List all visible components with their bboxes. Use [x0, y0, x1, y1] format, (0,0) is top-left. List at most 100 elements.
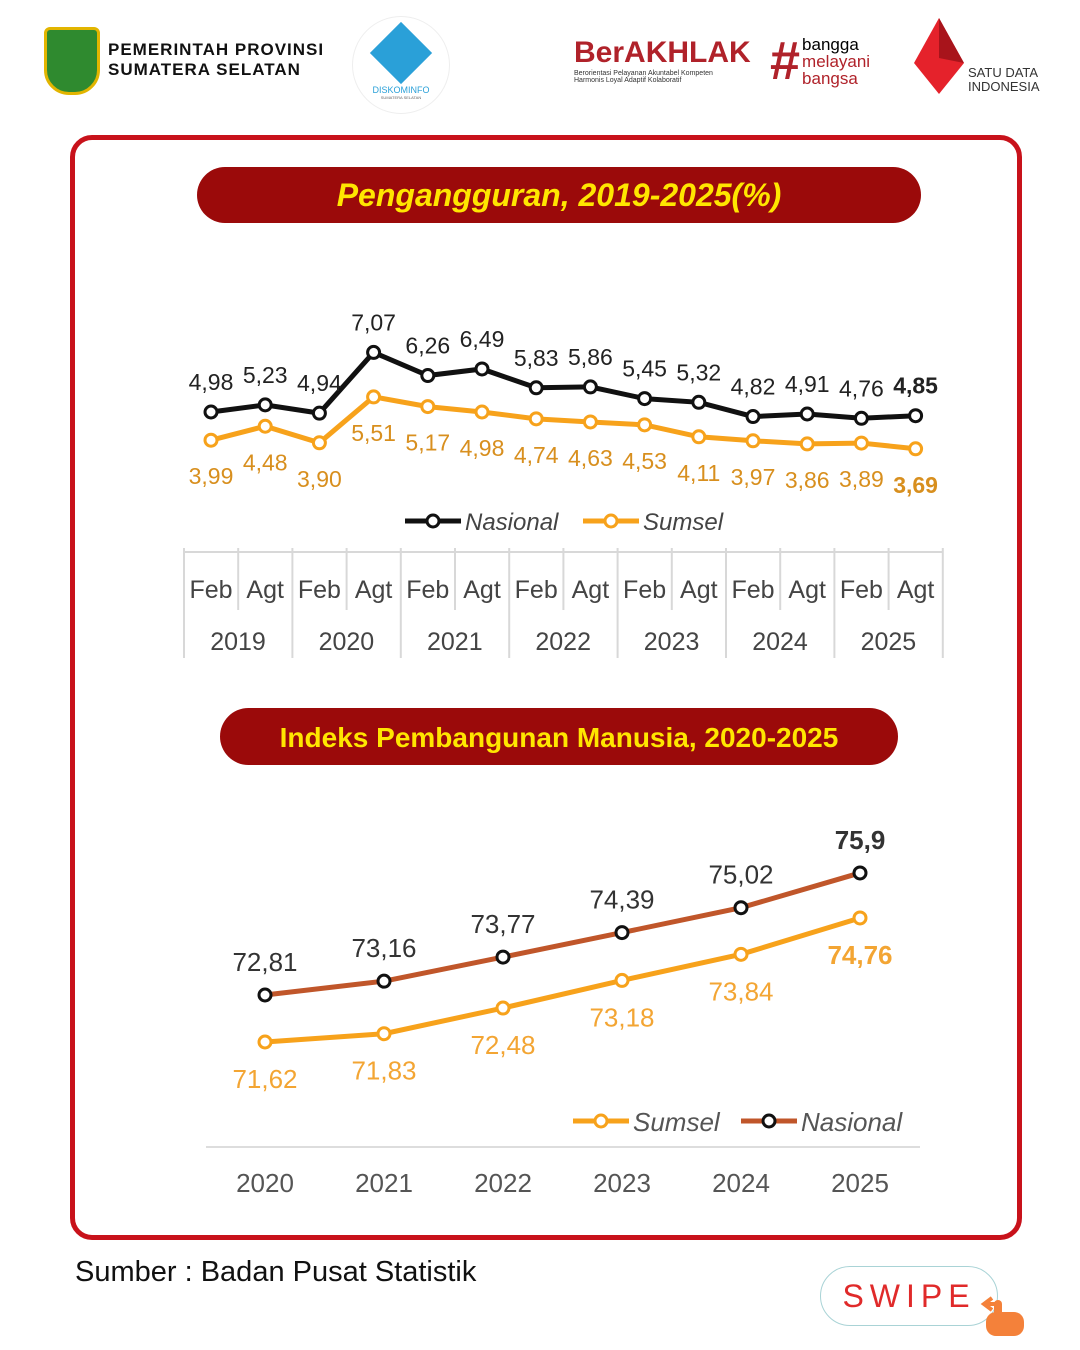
- data-label-sumsel: 4,63: [568, 445, 613, 471]
- x-year-label: 2024: [752, 628, 808, 656]
- x-tick-label: Feb: [840, 576, 883, 604]
- x-tick-label: 2020: [236, 1168, 294, 1198]
- data-label-sumsel: 71,62: [232, 1064, 297, 1094]
- hand-swipe-icon: [980, 1296, 1024, 1336]
- point-nasional: [908, 408, 924, 424]
- data-label-sumsel: 3,69: [893, 472, 938, 498]
- satu-data-icon: [914, 18, 964, 94]
- line-nasional: [264, 870, 861, 998]
- x-tick-label: Feb: [189, 576, 232, 604]
- data-label-nasional: 6,26: [405, 333, 450, 359]
- infographic-card: [70, 135, 1022, 1240]
- x-tick-label: 2023: [593, 1168, 651, 1198]
- data-label-sumsel: 4,11: [677, 460, 720, 486]
- point-nasional: [376, 973, 392, 989]
- data-label-sumsel: 5,17: [405, 430, 450, 456]
- melayani-word: melayani: [802, 52, 871, 71]
- data-label-sumsel: 4,74: [514, 442, 559, 468]
- data-label-sumsel: 3,86: [785, 467, 830, 493]
- data-label-nasional: 72,81: [232, 947, 297, 977]
- point-sumsel: [733, 946, 749, 962]
- x-tick-label: Agt: [572, 576, 610, 604]
- point-sumsel: [311, 435, 327, 451]
- line-sumsel: [264, 915, 861, 1045]
- x-tick-label: Feb: [406, 576, 449, 604]
- diskominfo-logo: DISKOMINFO SUMATERA SELATAN: [352, 16, 450, 114]
- point-sumsel: [203, 432, 219, 448]
- point-nasional: [474, 361, 490, 377]
- point-sumsel: [908, 441, 924, 457]
- data-label-sumsel: 3,90: [297, 466, 342, 492]
- point-sumsel: [257, 1034, 273, 1050]
- legend-marker: [593, 1113, 609, 1129]
- hdi-title: Indeks Pembangunan Manusia, 2020-2025: [220, 708, 898, 765]
- data-label-nasional: 5,32: [676, 359, 721, 385]
- bangga-logo: # bangga melayani bangsa: [770, 31, 871, 91]
- x-tick-label: Agt: [680, 576, 718, 604]
- legend-label: Nasional: [801, 1107, 903, 1137]
- data-label-sumsel: 73,84: [708, 976, 773, 1006]
- point-nasional: [799, 406, 815, 422]
- point-sumsel: [420, 399, 436, 415]
- hashtag-icon: #: [770, 31, 801, 91]
- x-tick-label: 2021: [355, 1168, 413, 1198]
- data-label-sumsel: 73,18: [589, 1002, 654, 1032]
- data-label-nasional: 4,85: [893, 373, 938, 399]
- data-label-sumsel: 3,99: [189, 463, 234, 489]
- point-nasional: [495, 949, 511, 965]
- point-nasional: [614, 925, 630, 941]
- data-label-sumsel: 4,48: [243, 449, 288, 475]
- x-year-label: 2019: [210, 628, 266, 656]
- berakhlak-text: BerAKHLAK: [574, 36, 751, 69]
- point-sumsel: [528, 411, 544, 427]
- point-sumsel: [582, 414, 598, 430]
- x-tick-label: 2025: [831, 1168, 889, 1198]
- diskominfo-text: DISKOMINFO: [372, 85, 430, 95]
- berakhlak-logo: BerAKHLAK Berorientasi Pelayanan Akuntab…: [574, 36, 751, 84]
- data-label-nasional: 4,98: [189, 369, 234, 395]
- x-year-label: 2020: [319, 628, 375, 656]
- data-label-nasional: 5,86: [568, 344, 613, 370]
- x-tick-label: Agt: [897, 576, 935, 604]
- unemployment-title: Pengangguran, 2019-2025(%): [197, 167, 921, 223]
- data-label-sumsel: 4,53: [622, 448, 667, 474]
- line-sumsel: [210, 394, 916, 452]
- point-sumsel: [637, 417, 653, 433]
- x-tick-label: Feb: [515, 576, 558, 604]
- point-nasional: [203, 404, 219, 420]
- data-label-sumsel: 5,51: [351, 420, 396, 446]
- point-nasional: [257, 397, 273, 413]
- point-sumsel: [474, 404, 490, 420]
- line-nasional: [210, 349, 916, 421]
- point-sumsel: [745, 433, 761, 449]
- berakhlak-sub2: Harmonis Loyal Adaptif Kolaboratif: [574, 77, 682, 84]
- data-label-sumsel: 74,76: [827, 940, 892, 970]
- data-label-nasional: 73,16: [351, 933, 416, 963]
- point-nasional: [691, 394, 707, 410]
- point-nasional: [420, 368, 436, 384]
- x-tick-label: Feb: [731, 576, 774, 604]
- swipe-button[interactable]: SWIPE: [820, 1266, 998, 1326]
- data-label-sumsel: 4,98: [460, 435, 505, 461]
- source-note: Sumber : Badan Pusat Statistik: [75, 1256, 477, 1288]
- legend-label: Sumsel: [643, 509, 724, 536]
- province-name: PEMERINTAH PROVINSI SUMATERA SELATAN: [108, 40, 324, 80]
- x-tick-label: Agt: [355, 576, 393, 604]
- point-nasional: [745, 409, 761, 425]
- legend-marker: [603, 513, 619, 529]
- x-tick-label: Feb: [623, 576, 666, 604]
- point-sumsel: [376, 1026, 392, 1042]
- point-sumsel: [853, 435, 869, 451]
- x-year-label: 2023: [644, 628, 700, 656]
- data-label-nasional: 73,77: [470, 909, 535, 939]
- data-label-nasional: 4,91: [785, 371, 830, 397]
- data-label-sumsel: 72,48: [470, 1030, 535, 1060]
- data-label-nasional: 75,9: [835, 825, 886, 855]
- satu-data-line1: SATU DATA: [968, 65, 1039, 80]
- data-label-nasional: 4,82: [731, 374, 776, 400]
- point-nasional: [366, 344, 382, 360]
- point-nasional: [637, 391, 653, 407]
- point-nasional: [257, 987, 273, 1003]
- legend-marker: [425, 513, 441, 529]
